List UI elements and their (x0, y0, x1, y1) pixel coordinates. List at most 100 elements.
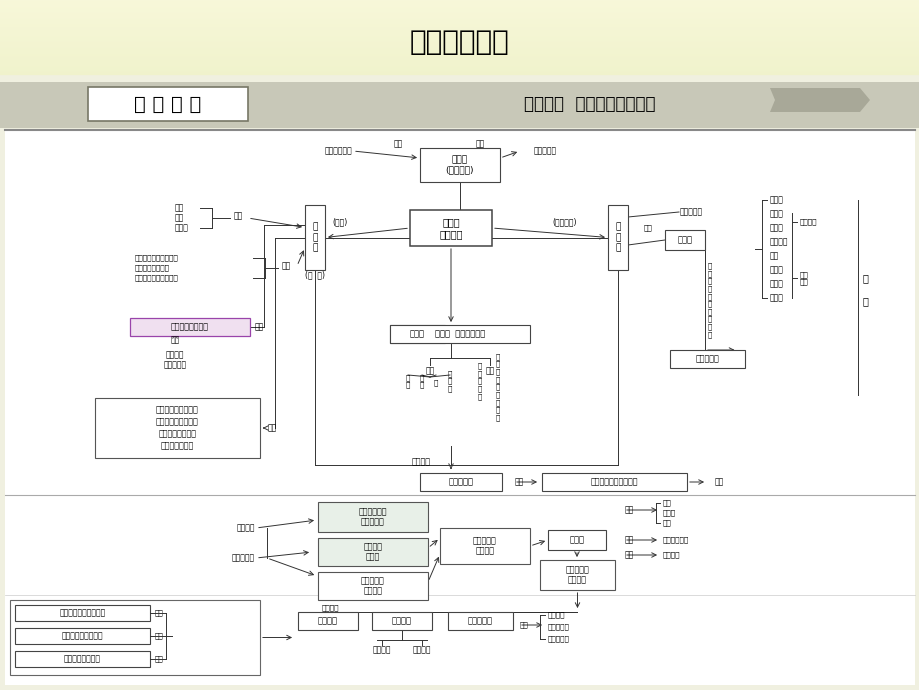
Text: 消耗能量: 消耗能量 (548, 612, 565, 618)
Text: 脂质: 脂质 (175, 213, 184, 222)
Text: 具膜结构: 具膜结构 (800, 219, 817, 226)
Text: 核
仁: 核 仁 (419, 374, 424, 388)
Bar (448, 612, 513, 630)
Text: 温度、氧气状况等: 温度、氧气状况等 (64, 655, 101, 664)
Text: 功能: 功能 (281, 262, 290, 270)
Text: 进行细胞间的信息交流: 进行细胞间的信息交流 (135, 275, 178, 282)
Text: 条件: 条件 (154, 633, 164, 640)
Text: 核糖体: 核糖体 (769, 279, 783, 288)
Bar (318, 538, 427, 566)
Text: 细胞器: 细胞器 (676, 235, 692, 244)
Text: 物质跨膜运
输的实例: 物质跨膜运 输的实例 (472, 536, 496, 555)
Text: 实验: 实验 (255, 322, 264, 331)
Text: 保护、物质交换、能: 保护、物质交换、能 (156, 406, 199, 415)
Text: 细
胞
膜: 细 胞 膜 (312, 223, 317, 253)
Text: 物质出入细
胞的方式: 物质出入细 胞的方式 (565, 565, 589, 584)
Polygon shape (769, 88, 869, 112)
Bar (439, 528, 529, 564)
Text: 需要载体蛋白和能量: 需要载体蛋白和能量 (62, 631, 103, 640)
Bar (410, 210, 492, 246)
Text: 分工: 分工 (642, 225, 652, 231)
Bar (15, 605, 150, 621)
Text: 溶酶体: 溶酶体 (769, 266, 783, 275)
Text: 遗
传
信
息
库: 遗 传 信 息 库 (477, 362, 482, 400)
Text: 被动运输: 被动运输 (391, 616, 412, 626)
Text: 纤维素和果胶: 纤维素和果胶 (323, 146, 352, 155)
Bar (10, 600, 260, 675)
Bar (305, 205, 324, 270)
Bar (420, 148, 499, 182)
Text: 生物膜系统: 生物膜系统 (448, 477, 473, 486)
Bar (541, 473, 686, 491)
Bar (5, 130, 914, 685)
Text: 单元综合提升: 单元综合提升 (410, 28, 509, 56)
Text: 控制物质进出细胞: 控制物质进出细胞 (135, 265, 170, 271)
Text: 结构: 结构 (425, 366, 434, 375)
Text: 细
胞
质: 细 胞 质 (615, 223, 620, 253)
Text: 协助扩散: 协助扩散 (413, 646, 431, 655)
Text: 叶绿体: 叶绿体 (769, 210, 783, 219)
Text: 合

作: 合 作 (861, 273, 867, 306)
Bar (539, 560, 614, 590)
Text: 染
色
质: 染 色 质 (448, 370, 452, 392)
Text: 体现流动性: 体现流动性 (548, 635, 569, 642)
Bar (371, 612, 432, 630)
Text: 构建网络  架起知识间的桥梁: 构建网络 架起知识间的桥梁 (524, 95, 655, 113)
Text: 网 络 构 建: 网 络 构 建 (134, 95, 201, 113)
Text: 成分: 成分 (393, 139, 403, 148)
Text: 成熟红细胞: 成熟红细胞 (164, 360, 187, 370)
Text: 功能特性: 功能特性 (236, 524, 255, 533)
Text: 脂质: 脂质 (663, 500, 671, 506)
Text: 其他物质的
跨膜运输: 其他物质的 跨膜运输 (361, 576, 384, 595)
Bar (548, 530, 606, 550)
Text: 选材: 选材 (170, 335, 179, 344)
Text: 植物细胞质壁
分离和复原: 植物细胞质壁 分离和复原 (358, 507, 387, 526)
Text: 意义: 意义 (714, 477, 723, 486)
Text: 其流动性: 其流动性 (663, 552, 680, 558)
Bar (0, 82, 919, 128)
Text: 细胞的
基本结构: 细胞的 基本结构 (438, 217, 462, 239)
Text: 细胞壁
(植物细胞): 细胞壁 (植物细胞) (446, 155, 473, 175)
Text: (边界): (边界) (332, 217, 347, 226)
Text: 提供酶的附着位点: 提供酶的附着位点 (158, 429, 197, 439)
Text: 自由扩散: 自由扩散 (372, 646, 391, 655)
Text: 高尔基体: 高尔基体 (769, 237, 788, 246)
Bar (390, 325, 529, 343)
Text: 哺乳动物: 哺乳动物 (165, 351, 184, 359)
Text: 获
得
各
种
细
胞
器
的
方
法: 获 得 各 种 细 胞 器 的 方 法 (707, 262, 711, 337)
Bar (130, 318, 250, 336)
Text: 流动镶嵌模型: 流动镶嵌模型 (663, 537, 688, 543)
Text: 量转换、信息传递等: 量转换、信息传递等 (156, 417, 199, 426)
Text: 功能: 功能 (485, 366, 494, 375)
Text: 线粒体: 线粒体 (769, 195, 783, 204)
Text: 细胞核: 细胞核 (410, 330, 425, 339)
Text: 功能: 功能 (475, 139, 484, 148)
Text: (代谢中心): (代谢中心) (552, 217, 576, 226)
Text: 方向: 方向 (154, 610, 164, 616)
Bar (420, 473, 502, 491)
Text: 蛋白质: 蛋白质 (663, 510, 675, 516)
Text: 内质网: 内质网 (769, 224, 783, 233)
Text: 特点: 特点 (519, 622, 528, 629)
Text: 分泌蛋白的合成与运输: 分泌蛋白的合成与运输 (590, 477, 638, 486)
Text: 不需要载体: 不需要载体 (548, 624, 569, 630)
Text: 使细胞内区域化: 使细胞内区域化 (161, 442, 194, 451)
Text: 蛋白质: 蛋白质 (175, 224, 188, 233)
Text: （控制中心）: （控制中心） (490, 330, 518, 339)
Text: 差速离心法: 差速离心法 (695, 355, 719, 364)
Text: 成分: 成分 (233, 212, 243, 221)
Text: 结构: 结构 (624, 535, 633, 544)
Text: 细胞吸水
和失水: 细胞吸水 和失水 (363, 542, 382, 562)
Text: 细胞核  （控制中心）: 细胞核 （控制中心） (435, 330, 484, 339)
Bar (669, 350, 744, 368)
Bar (445, 325, 529, 343)
Bar (318, 572, 427, 600)
Text: 选择透过性: 选择透过性 (232, 553, 255, 562)
Text: (边  界): (边 界) (305, 270, 324, 279)
Text: 主动运输: 主动运输 (318, 616, 337, 626)
Bar (15, 628, 150, 644)
Text: 组成: 组成 (624, 506, 633, 515)
Text: 共同组成: 共同组成 (412, 457, 430, 466)
Text: 细
胞
代
谢
中
心
和
遗
传: 细 胞 代 谢 中 心 和 遗 传 (495, 353, 500, 421)
Bar (298, 612, 357, 630)
